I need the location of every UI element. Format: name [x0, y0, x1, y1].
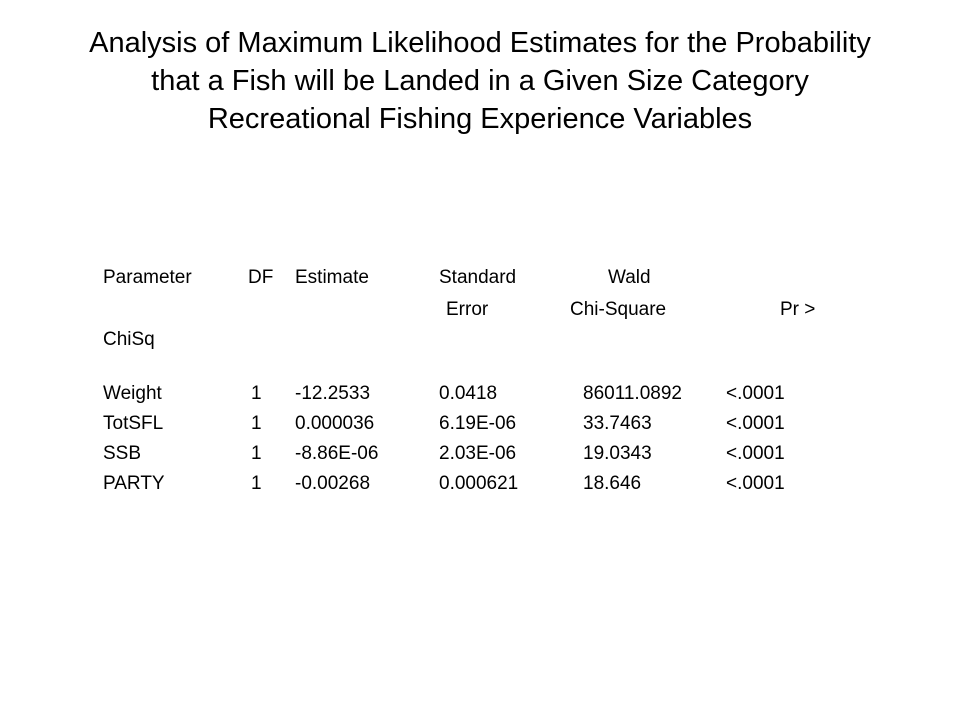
- row-ssb-df: 1: [251, 443, 262, 464]
- row-weight-df: 1: [251, 383, 262, 404]
- row-weight-std-error: 0.0418: [439, 383, 498, 404]
- row-party-df: 1: [251, 473, 262, 494]
- row-ssb-estimate: -8.86E-06: [295, 443, 379, 464]
- row-ssb-wald: 19.0343: [583, 443, 652, 464]
- row-ssb-std-error: 2.03E-06: [439, 443, 517, 464]
- slide-title: Analysis of Maximum Likelihood Estimates…: [40, 24, 920, 138]
- row-totsfl-std-error: 6.19E-06: [439, 413, 517, 434]
- estimates-table: Parameter DF Estimate Standard Wald Erro…: [103, 266, 863, 506]
- row-party-wald: 18.646: [583, 473, 642, 494]
- row-totsfl-parameter: TotSFL: [103, 413, 164, 434]
- row-weight-wald: 86011.0892: [583, 383, 682, 404]
- row-totsfl-df: 1: [251, 413, 262, 434]
- row-party-std-error: 0.000621: [439, 473, 519, 494]
- header-estimate: Estimate: [295, 267, 369, 288]
- row-party-parameter: PARTY: [103, 473, 165, 494]
- row-ssb-pr: <.0001: [726, 443, 785, 464]
- header-standard: Standard: [439, 267, 517, 288]
- row-weight-parameter: Weight: [103, 383, 162, 404]
- header-parameter: Parameter: [103, 267, 192, 288]
- header-wald: Wald: [608, 267, 651, 288]
- header-df: DF: [248, 267, 274, 288]
- header-chi-square: Chi-Square: [570, 299, 667, 320]
- title-line-1: Analysis of Maximum Likelihood Estimates…: [89, 27, 871, 59]
- header-error: Error: [446, 299, 489, 320]
- row-totsfl-pr: <.0001: [726, 413, 785, 434]
- row-ssb-parameter: SSB: [103, 443, 142, 464]
- row-weight-estimate: -12.2533: [295, 383, 371, 404]
- row-totsfl-wald: 33.7463: [583, 413, 652, 434]
- header-pr: Pr >: [780, 299, 816, 320]
- row-totsfl-estimate: 0.000036: [295, 413, 375, 434]
- row-party-estimate: -0.00268: [295, 473, 371, 494]
- title-line-3: Recreational Fishing Experience Variable…: [207, 103, 753, 135]
- row-weight-pr: <.0001: [726, 383, 785, 404]
- row-party-pr: <.0001: [726, 473, 785, 494]
- title-line-2: that a Fish will be Landed in a Given Si…: [151, 65, 809, 97]
- header-chisq: ChiSq: [103, 329, 155, 350]
